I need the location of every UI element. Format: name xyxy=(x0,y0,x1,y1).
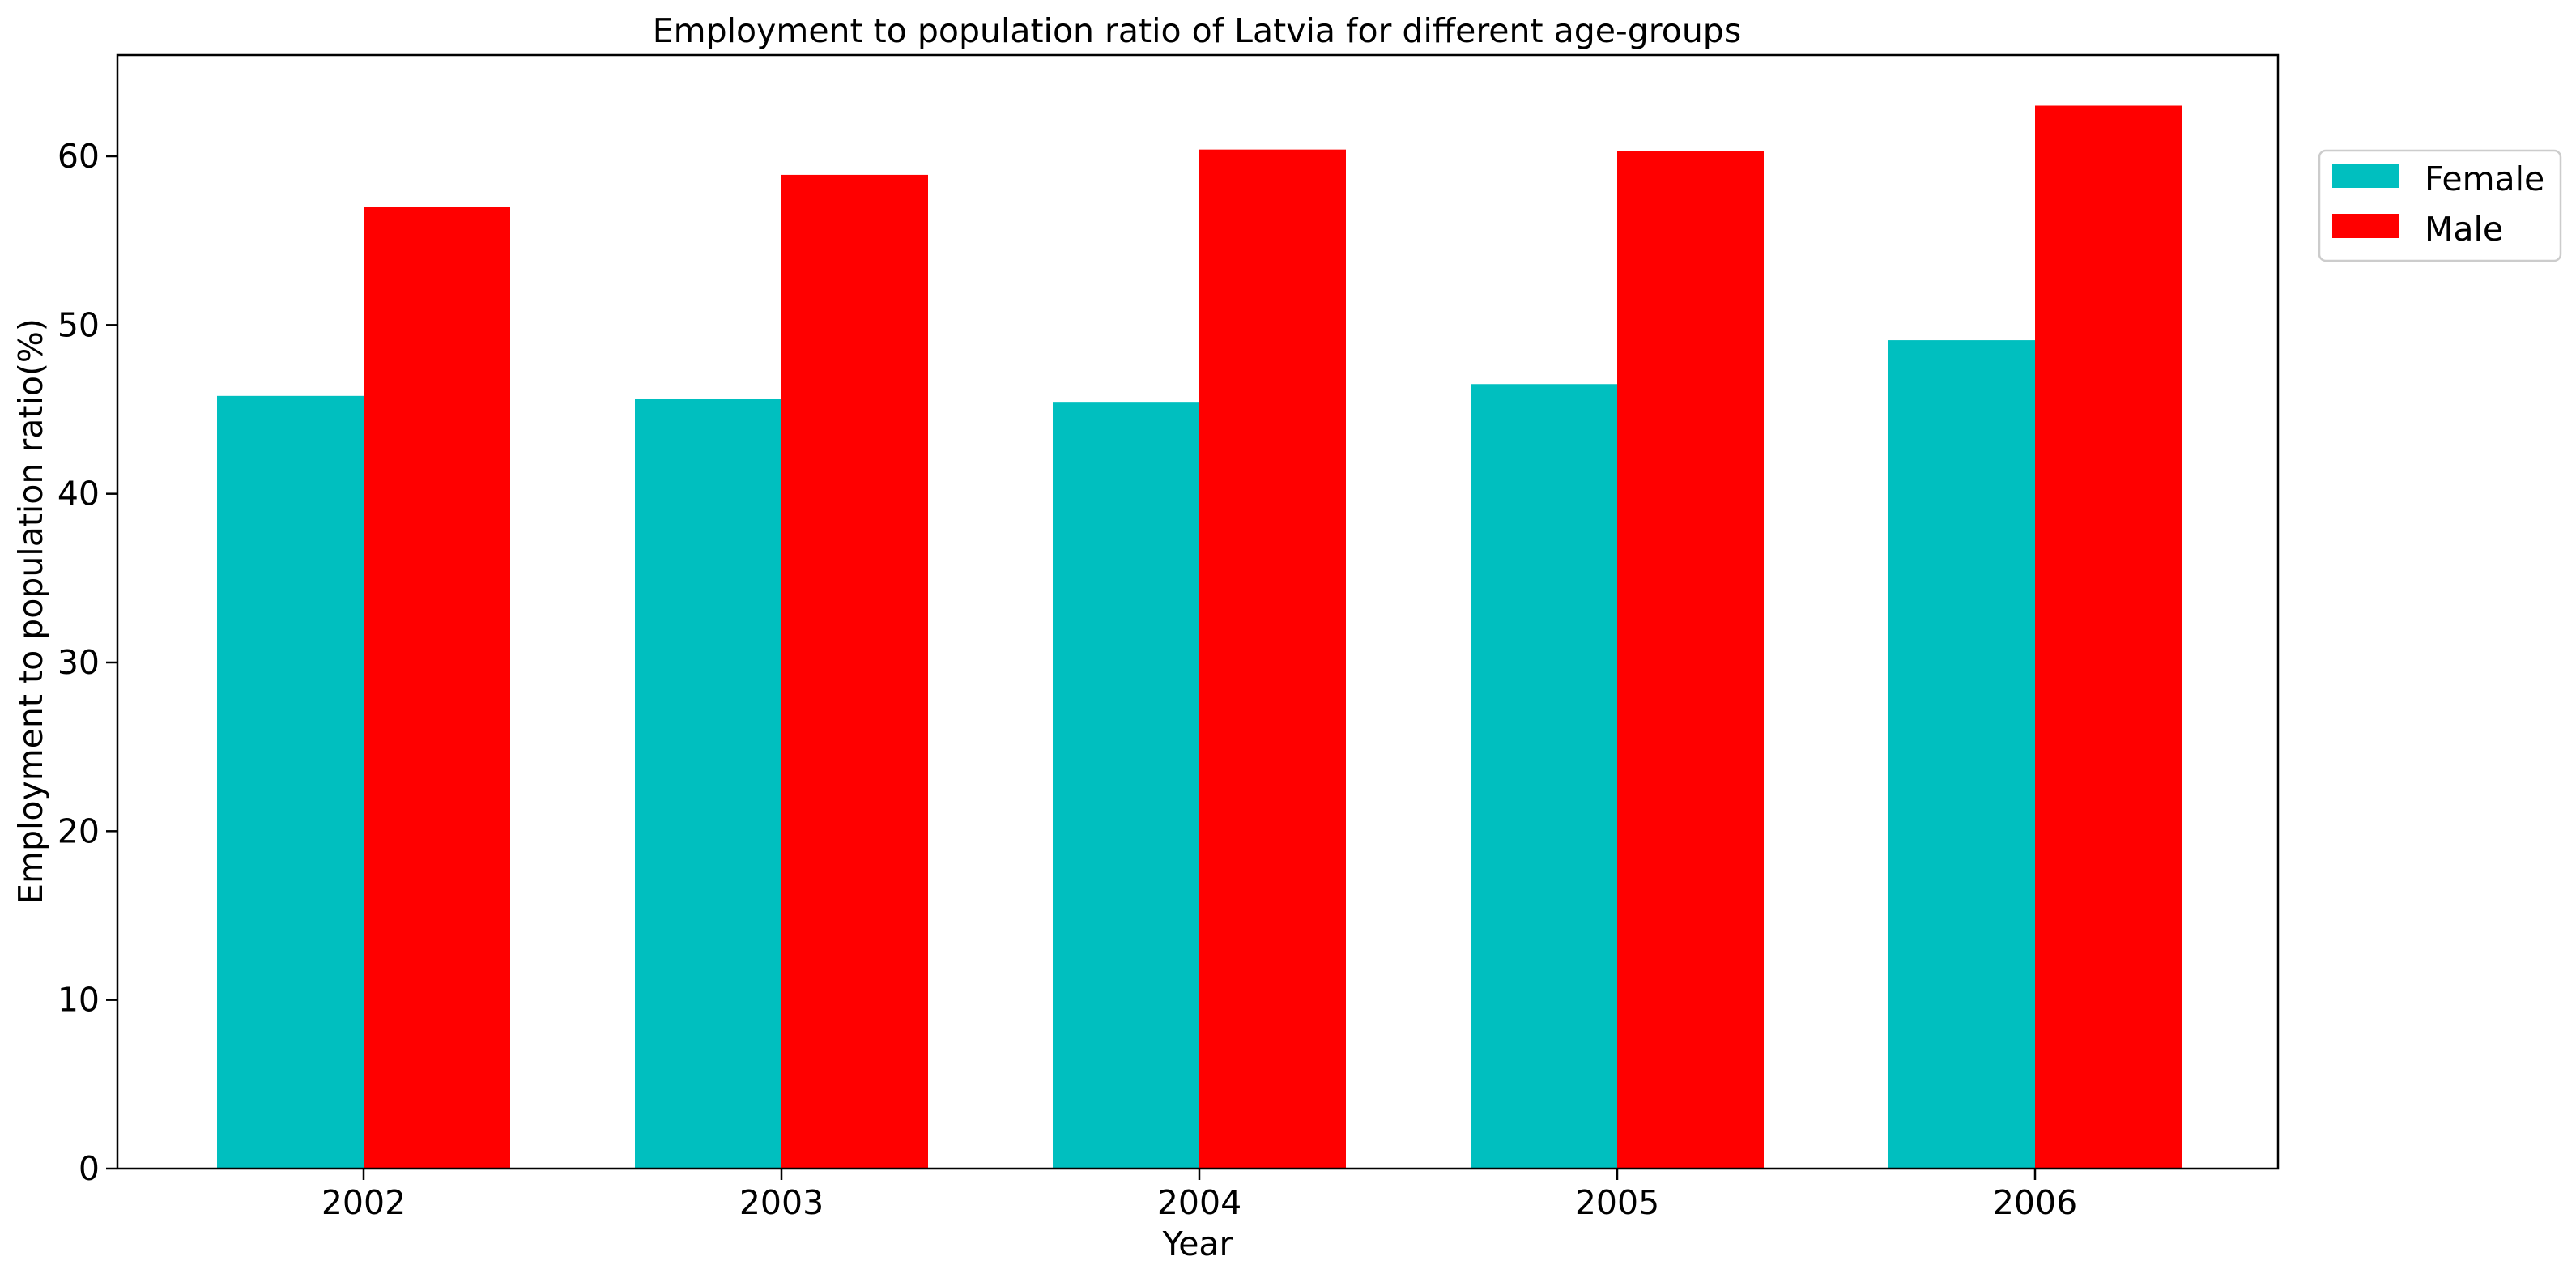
y-tick-label: 30 xyxy=(57,643,100,682)
x-tick-label: 2004 xyxy=(1157,1183,1241,1222)
legend-label-male: Male xyxy=(2425,210,2503,249)
bar-female-2004 xyxy=(1053,402,1199,1169)
bar-female-2005 xyxy=(1471,384,1617,1169)
bar-male-2003 xyxy=(781,174,928,1169)
bar-female-2006 xyxy=(1888,340,2035,1169)
legend-swatch-male xyxy=(2332,214,2399,238)
chart-title: Employment to population ratio of Latvia… xyxy=(653,11,1741,50)
y-tick-label: 20 xyxy=(57,811,100,850)
x-axis-ticks: 2002 2003 2004 2005 2006 xyxy=(321,1169,2077,1222)
y-tick-label: 10 xyxy=(57,981,100,1020)
legend-label-female: Female xyxy=(2425,160,2544,198)
bars-layer xyxy=(217,105,2182,1169)
y-tick-label: 40 xyxy=(57,475,100,513)
y-tick-label: 60 xyxy=(57,137,100,176)
plot-frame xyxy=(116,53,2280,1170)
legend: Female Male xyxy=(2318,149,2562,262)
bar-female-2002 xyxy=(217,395,364,1169)
y-axis-ticks: 0 10 20 30 40 50 60 xyxy=(57,137,117,1188)
x-tick-label: 2003 xyxy=(739,1183,824,1222)
x-tick-label: 2005 xyxy=(1575,1183,1659,1222)
bar-male-2006 xyxy=(2035,105,2182,1169)
x-tick-label: 2002 xyxy=(321,1183,406,1222)
y-tick-label: 0 xyxy=(79,1149,100,1188)
x-tick-label: 2006 xyxy=(1993,1183,2077,1222)
bar-male-2005 xyxy=(1617,151,1764,1169)
y-tick-label: 50 xyxy=(57,305,100,344)
x-axis-label: Year xyxy=(1162,1225,1233,1263)
bar-male-2004 xyxy=(1199,149,1346,1169)
y-axis-label: Employment to population ratio(%) xyxy=(11,318,50,905)
legend-swatch-female xyxy=(2332,164,2399,188)
bar-female-2003 xyxy=(635,399,781,1169)
bar-male-2002 xyxy=(364,207,510,1169)
